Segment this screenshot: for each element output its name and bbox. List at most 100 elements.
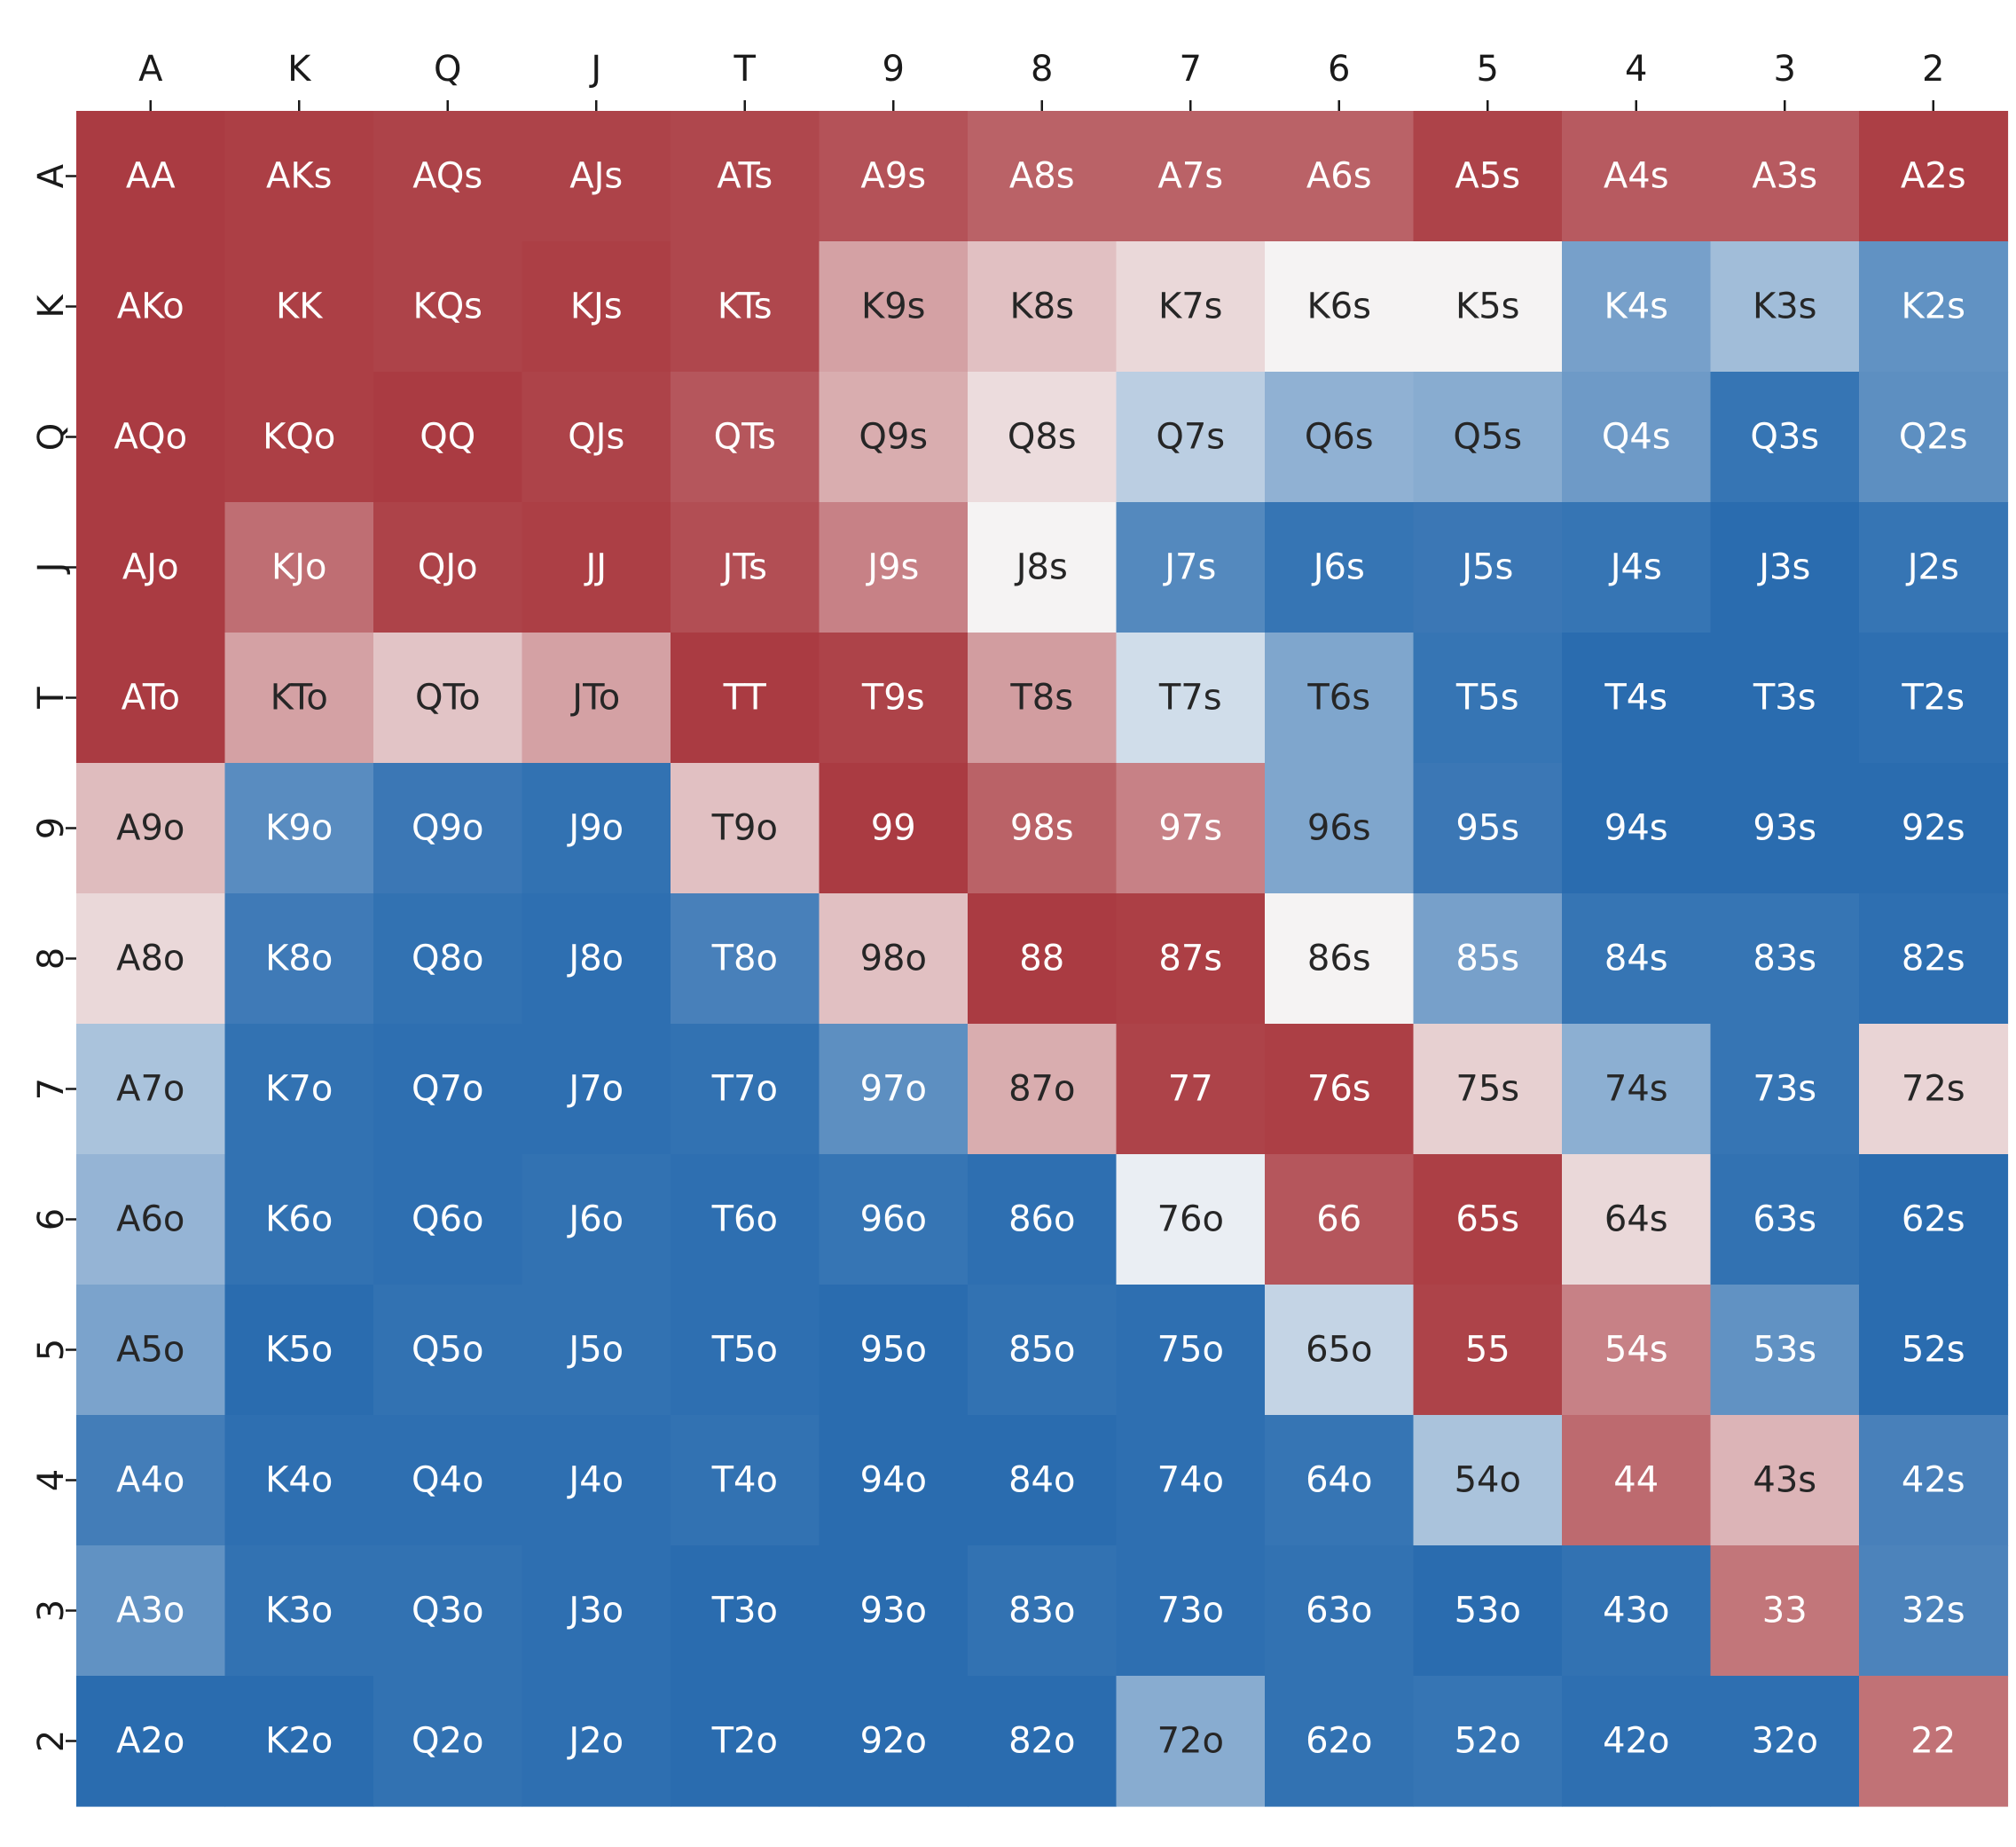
cell-label: 63s bbox=[1753, 1199, 1816, 1240]
heatmap-cell bbox=[373, 1545, 523, 1677]
heatmap-cell bbox=[819, 893, 969, 1025]
cell-label: 87s bbox=[1158, 939, 1222, 979]
cell-label: AJo bbox=[122, 547, 179, 588]
cell-label: J2o bbox=[566, 1721, 624, 1762]
cell-label: 72o bbox=[1157, 1721, 1224, 1762]
heatmap-cell bbox=[1710, 241, 1860, 373]
heatmap-cell bbox=[671, 241, 820, 373]
x-tick-label: 7 bbox=[1180, 49, 1202, 90]
cell-label: A2o bbox=[116, 1721, 184, 1762]
heatmap-cell bbox=[1116, 1154, 1266, 1285]
heatmap-cell bbox=[1710, 1415, 1860, 1546]
cell-label: 65o bbox=[1306, 1330, 1372, 1371]
cell-label: Q9s bbox=[859, 417, 928, 458]
cell-label: 95s bbox=[1455, 808, 1519, 849]
heatmap-cell bbox=[224, 633, 374, 764]
heatmap-cell bbox=[522, 1676, 671, 1807]
cell-label: A5o bbox=[116, 1330, 184, 1371]
x-tick-label: 5 bbox=[1477, 49, 1499, 90]
heatmap-cell bbox=[671, 1676, 820, 1807]
heatmap-cell bbox=[1413, 1676, 1563, 1807]
heatmap-cell bbox=[224, 111, 374, 242]
cell-label: QTo bbox=[415, 678, 481, 719]
heatmap-cell bbox=[1562, 893, 1712, 1025]
heatmap-cell bbox=[1562, 1415, 1712, 1546]
cell-label: K6o bbox=[265, 1199, 333, 1240]
cell-label: 42o bbox=[1603, 1721, 1669, 1762]
heatmap-cell bbox=[373, 1154, 523, 1285]
heatmap-cell bbox=[819, 1024, 969, 1155]
heatmap-cell bbox=[671, 111, 820, 242]
heatmap-cell bbox=[968, 1415, 1118, 1546]
heatmap-cell bbox=[671, 893, 820, 1025]
cell-label: AA bbox=[126, 156, 176, 197]
heatmap-cell bbox=[1116, 241, 1266, 373]
heatmap-cell bbox=[1265, 1415, 1415, 1546]
cell-label: 92s bbox=[1902, 808, 1965, 849]
cell-label: A4s bbox=[1604, 156, 1669, 197]
cell-label: K3s bbox=[1753, 287, 1817, 327]
heatmap-cell bbox=[373, 502, 523, 633]
heatmap-cell bbox=[1859, 1154, 2009, 1285]
cell-label: J6s bbox=[1311, 547, 1365, 588]
x-tick-label: Q bbox=[434, 49, 461, 90]
cell-label: Q3s bbox=[1750, 417, 1819, 458]
heatmap-cell bbox=[373, 1415, 523, 1546]
heatmap-cell bbox=[968, 1285, 1118, 1416]
cell-label: J4s bbox=[1608, 547, 1662, 588]
heatmap-cell bbox=[1562, 633, 1712, 764]
cell-label: A3o bbox=[116, 1591, 184, 1631]
heatmap-cell bbox=[76, 241, 226, 373]
y-axis: A K Q J T 9 8 7 6 5 4 3 2 bbox=[31, 163, 76, 1752]
y-tick-label: Q bbox=[31, 423, 72, 451]
heatmap-cell bbox=[819, 1545, 969, 1677]
cell-label: QTs bbox=[714, 417, 776, 458]
heatmap-cell bbox=[671, 502, 820, 633]
heatmap-cell bbox=[76, 1285, 226, 1416]
heatmap-cell bbox=[819, 1154, 969, 1285]
cell-label: A3s bbox=[1752, 156, 1817, 197]
cell-label: Q6s bbox=[1305, 417, 1374, 458]
heatmap-cell bbox=[1265, 763, 1415, 894]
x-tick-label: A bbox=[138, 49, 163, 90]
heatmap-cell bbox=[1859, 1676, 2009, 1807]
cell-label: A8s bbox=[1009, 156, 1075, 197]
heatmap-cell bbox=[224, 1024, 374, 1155]
heatmap-cell bbox=[671, 1545, 820, 1677]
heatmap-cell bbox=[522, 241, 671, 373]
heatmap-cell bbox=[819, 1415, 969, 1546]
cell-label: QJo bbox=[418, 547, 478, 588]
heatmap-cell bbox=[1265, 633, 1415, 764]
heatmap-cell bbox=[522, 111, 671, 242]
cell-label: T5o bbox=[711, 1330, 778, 1371]
heatmap-cell bbox=[76, 502, 226, 633]
cell-label: Q7s bbox=[1156, 417, 1225, 458]
heatmap-cell bbox=[1562, 372, 1712, 503]
cell-label: QQ bbox=[420, 417, 475, 458]
y-tick-label: 8 bbox=[31, 947, 72, 970]
cell-label: 97s bbox=[1158, 808, 1222, 849]
cell-label: 55 bbox=[1465, 1330, 1510, 1371]
cell-label: 95o bbox=[860, 1330, 927, 1371]
x-tick-label: 8 bbox=[1031, 49, 1053, 90]
heatmap-cell bbox=[1413, 1154, 1563, 1285]
cell-label: Q9o bbox=[412, 808, 483, 849]
heatmap-cell bbox=[224, 1676, 374, 1807]
heatmap-cell bbox=[224, 502, 374, 633]
heatmap-cell bbox=[1562, 1545, 1712, 1677]
y-tick-label: 9 bbox=[31, 817, 72, 839]
heatmap-cell bbox=[373, 241, 523, 373]
cell-label: J6o bbox=[566, 1199, 624, 1240]
cell-label: A2s bbox=[1901, 156, 1966, 197]
heatmap-cell bbox=[1562, 1285, 1712, 1416]
cell-label: AQs bbox=[412, 156, 482, 197]
heatmap-cell bbox=[1710, 633, 1860, 764]
cell-label: 75s bbox=[1455, 1069, 1519, 1110]
heatmap-cell bbox=[1116, 502, 1266, 633]
heatmap-cell bbox=[1859, 241, 2009, 373]
cell-label: T6o bbox=[711, 1199, 778, 1240]
cell-label: A8o bbox=[116, 939, 184, 979]
heatmap-cell bbox=[1710, 893, 1860, 1025]
cell-label: T5s bbox=[1455, 678, 1519, 719]
heatmap-cell bbox=[1116, 372, 1266, 503]
